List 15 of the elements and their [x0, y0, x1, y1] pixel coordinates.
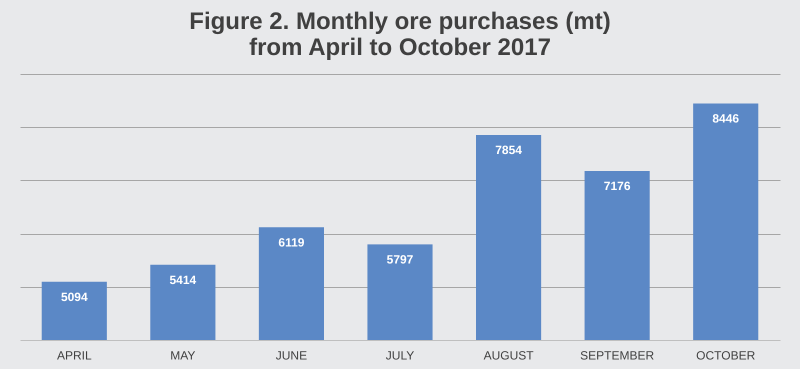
x-tick-label: SEPTEMBER: [580, 348, 654, 362]
data-label: 6119: [278, 235, 305, 250]
data-label: 5797: [386, 252, 414, 266]
data-label: 5094: [60, 290, 88, 304]
x-tick-label: JUNE: [276, 348, 308, 362]
chart-title: Figure 2. Monthly ore purchases (mt) from April to October 2017: [189, 8, 611, 61]
x-tick-label: OCTOBER: [696, 348, 756, 362]
data-label: 5414: [170, 272, 197, 287]
x-tick-label: JULY: [386, 348, 414, 362]
data-label: 8446: [712, 111, 740, 126]
data-label: 7854: [495, 142, 522, 157]
x-tick-label: AUGUST: [484, 348, 534, 362]
data-label: 7176: [604, 179, 631, 194]
x-tick-label: MAY: [170, 348, 196, 362]
x-tick-label: APRIL: [56, 348, 92, 362]
